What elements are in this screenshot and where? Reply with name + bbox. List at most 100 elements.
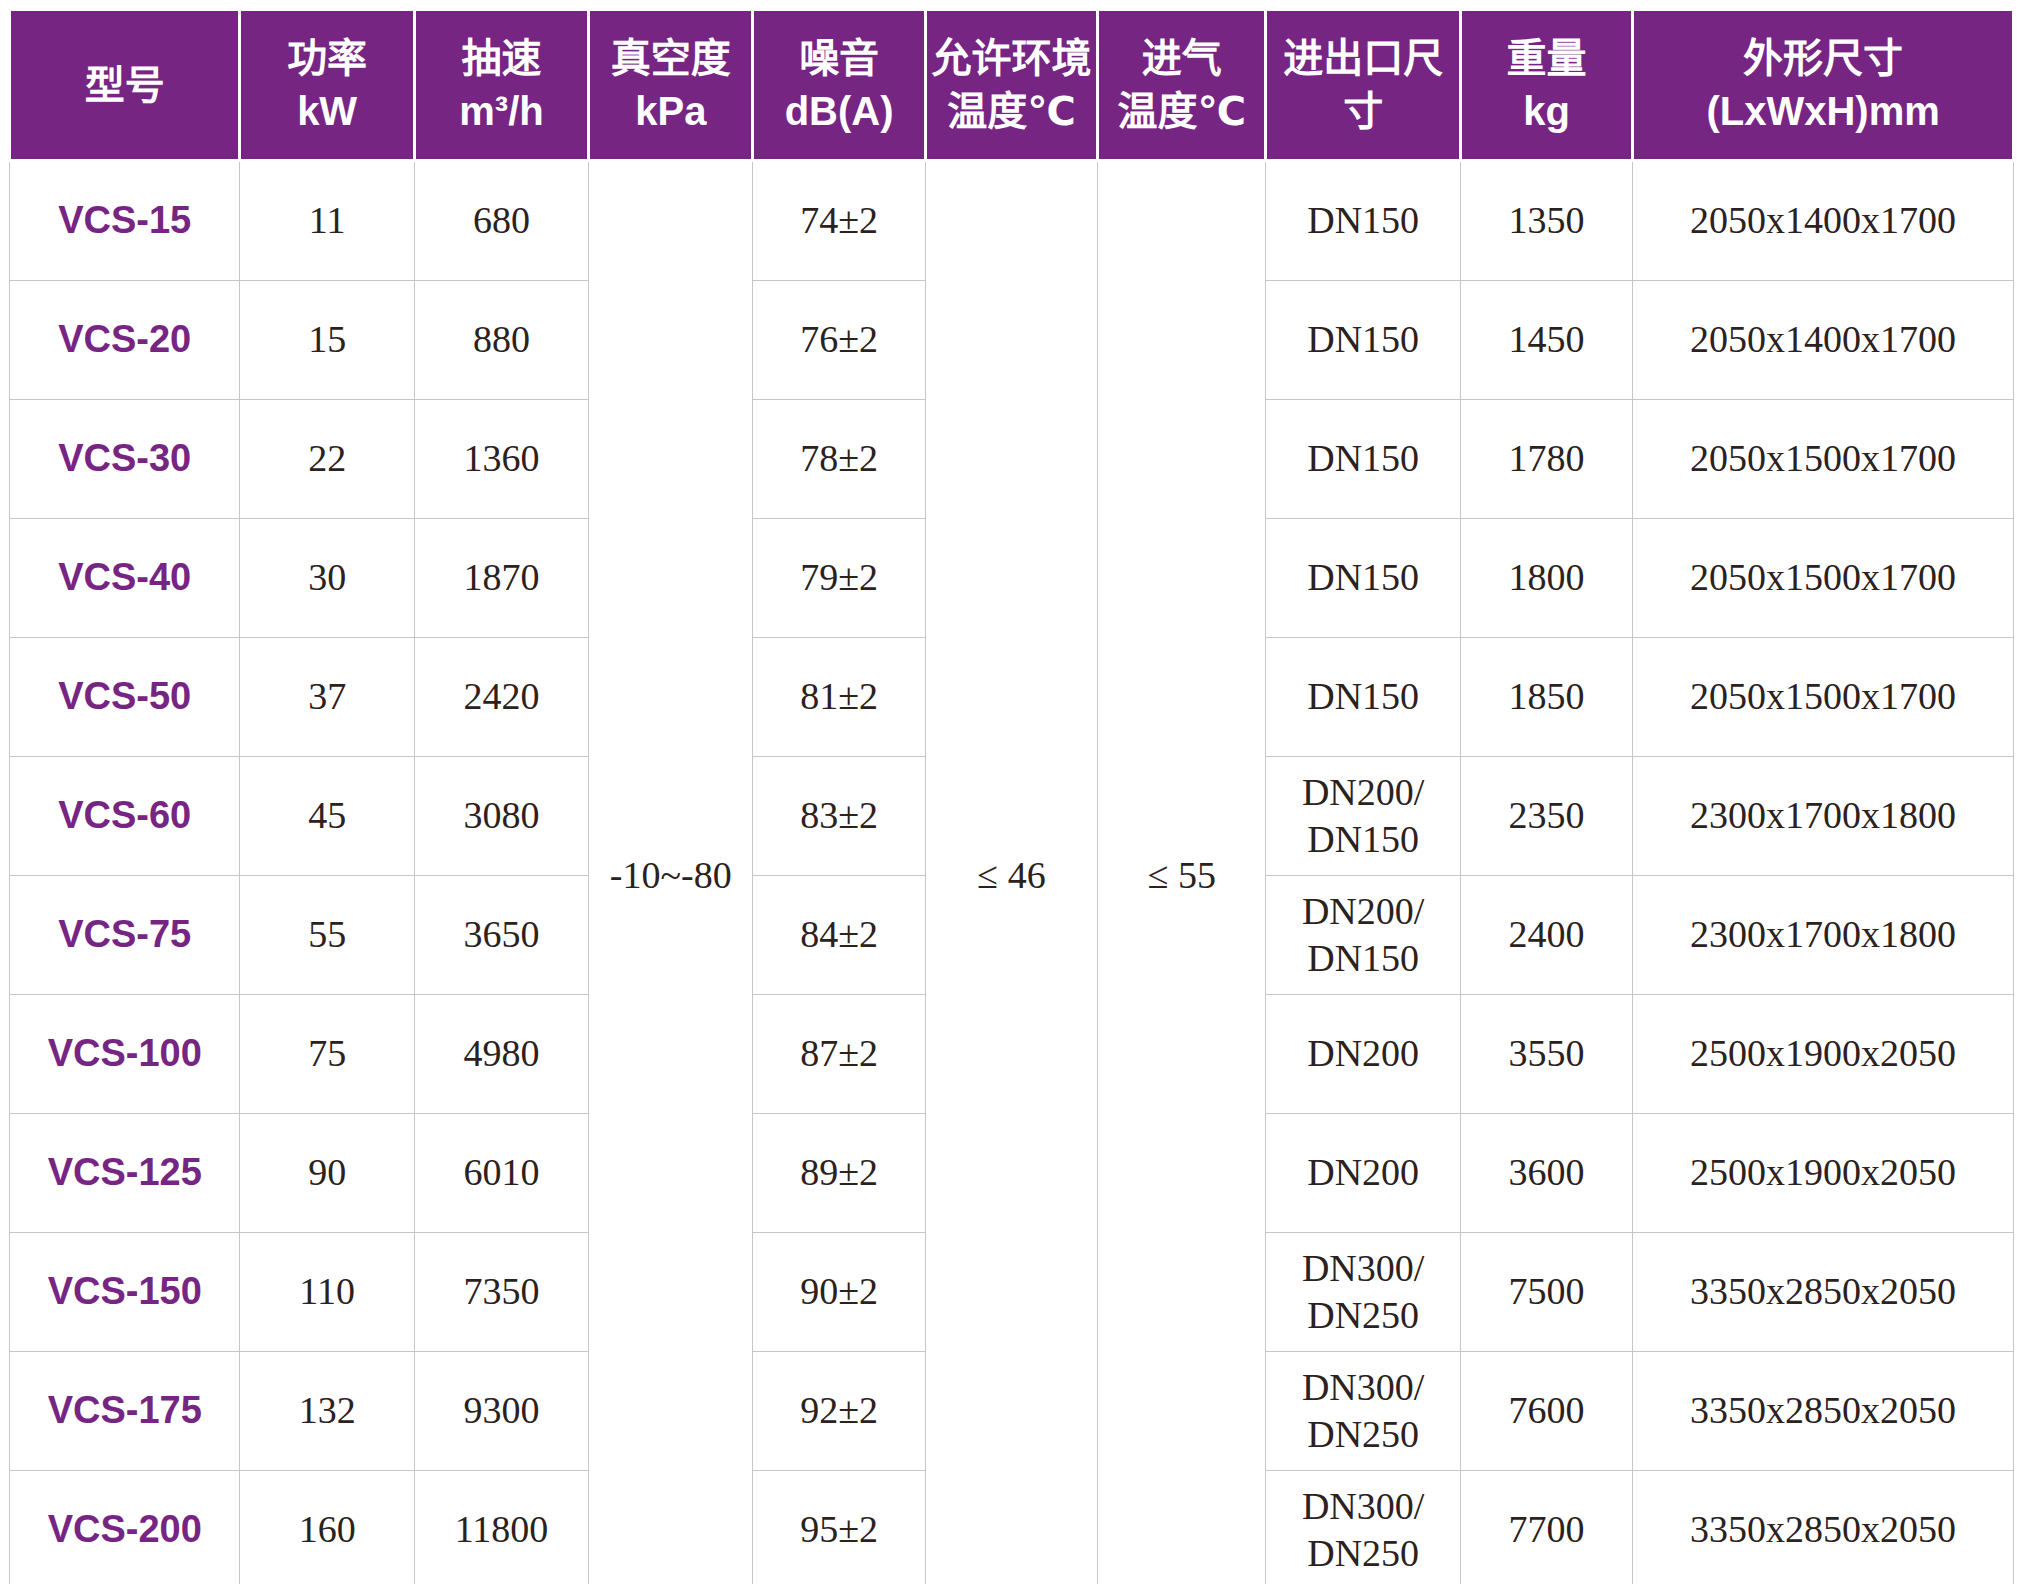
cell-model: VCS-20	[10, 281, 240, 400]
cell-model: VCS-125	[10, 1114, 240, 1233]
cell-speed: 1870	[414, 519, 588, 638]
cell-noise: 84±2	[753, 876, 925, 995]
col-header-model: 型号	[10, 10, 240, 161]
cell-ports: DN150	[1266, 281, 1460, 400]
col-header-intake: 进气 温度℃	[1098, 10, 1266, 161]
cell-speed: 680	[414, 161, 588, 281]
cell-model: VCS-15	[10, 161, 240, 281]
cell-dims: 2050x1500x1700	[1633, 519, 2014, 638]
cell-model: VCS-50	[10, 638, 240, 757]
spec-sheet-page: 型号 功率 kW 抽速 m³/h 真空度 kPa 噪音 dB(A) 允许环境 温…	[0, 0, 2023, 1584]
cell-dims: 2300x1700x1800	[1633, 876, 2014, 995]
cell-model: VCS-30	[10, 400, 240, 519]
cell-power: 45	[240, 757, 414, 876]
cell-noise: 89±2	[753, 1114, 925, 1233]
cell-power: 132	[240, 1352, 414, 1471]
col-header-dims: 外形尺寸 (LxWxH)mm	[1633, 10, 2014, 161]
cell-power: 55	[240, 876, 414, 995]
col-header-vacuum: 真空度 kPa	[589, 10, 753, 161]
cell-model: VCS-150	[10, 1233, 240, 1352]
cell-power: 11	[240, 161, 414, 281]
col-header-ambient: 允许环境 温度℃	[925, 10, 1097, 161]
cell-power: 75	[240, 995, 414, 1114]
cell-ports: DN150	[1266, 519, 1460, 638]
cell-weight: 7600	[1460, 1352, 1632, 1471]
cell-weight: 1350	[1460, 161, 1632, 281]
cell-dims: 3350x2850x2050	[1633, 1471, 2014, 1584]
cell-noise: 83±2	[753, 757, 925, 876]
cell-noise: 90±2	[753, 1233, 925, 1352]
cell-ports: DN300/ DN250	[1266, 1471, 1460, 1584]
cell-weight: 2350	[1460, 757, 1632, 876]
cell-ports: DN200	[1266, 1114, 1460, 1233]
cell-ambient-merged: ≤ 46	[925, 161, 1097, 1584]
cell-dims: 2050x1400x1700	[1633, 281, 2014, 400]
col-header-ports: 进出口尺 寸	[1266, 10, 1460, 161]
table-header: 型号 功率 kW 抽速 m³/h 真空度 kPa 噪音 dB(A) 允许环境 温…	[10, 10, 2014, 161]
cell-speed: 7350	[414, 1233, 588, 1352]
table-row: VCS-15 11 680 -10~-80 74±2 ≤ 46 ≤ 55 DN1…	[10, 161, 2014, 281]
cell-dims: 2050x1500x1700	[1633, 638, 2014, 757]
cell-model: VCS-40	[10, 519, 240, 638]
cell-weight: 3550	[1460, 995, 1632, 1114]
cell-ports: DN150	[1266, 400, 1460, 519]
cell-noise: 95±2	[753, 1471, 925, 1584]
spec-table: 型号 功率 kW 抽速 m³/h 真空度 kPa 噪音 dB(A) 允许环境 温…	[8, 8, 2015, 1584]
cell-speed: 9300	[414, 1352, 588, 1471]
cell-ports: DN300/ DN250	[1266, 1352, 1460, 1471]
cell-model: VCS-100	[10, 995, 240, 1114]
cell-dims: 2500x1900x2050	[1633, 1114, 2014, 1233]
header-row: 型号 功率 kW 抽速 m³/h 真空度 kPa 噪音 dB(A) 允许环境 温…	[10, 10, 2014, 161]
cell-speed: 4980	[414, 995, 588, 1114]
cell-ports: DN150	[1266, 161, 1460, 281]
cell-model: VCS-175	[10, 1352, 240, 1471]
cell-weight: 2400	[1460, 876, 1632, 995]
cell-dims: 2050x1400x1700	[1633, 161, 2014, 281]
cell-noise: 76±2	[753, 281, 925, 400]
cell-power: 160	[240, 1471, 414, 1584]
col-header-weight: 重量 kg	[1460, 10, 1632, 161]
cell-dims: 2500x1900x2050	[1633, 995, 2014, 1114]
cell-weight: 1850	[1460, 638, 1632, 757]
cell-weight: 1450	[1460, 281, 1632, 400]
table-body: VCS-15 11 680 -10~-80 74±2 ≤ 46 ≤ 55 DN1…	[10, 161, 2014, 1584]
cell-power: 90	[240, 1114, 414, 1233]
cell-weight: 7500	[1460, 1233, 1632, 1352]
cell-model: VCS-75	[10, 876, 240, 995]
cell-ports: DN200	[1266, 995, 1460, 1114]
cell-speed: 3080	[414, 757, 588, 876]
cell-noise: 78±2	[753, 400, 925, 519]
cell-model: VCS-200	[10, 1471, 240, 1584]
cell-intake-merged: ≤ 55	[1098, 161, 1266, 1584]
cell-dims: 2050x1500x1700	[1633, 400, 2014, 519]
cell-ports: DN200/ DN150	[1266, 876, 1460, 995]
cell-speed: 3650	[414, 876, 588, 995]
cell-dims: 2300x1700x1800	[1633, 757, 2014, 876]
cell-power: 15	[240, 281, 414, 400]
cell-weight: 1800	[1460, 519, 1632, 638]
cell-power: 30	[240, 519, 414, 638]
cell-power: 37	[240, 638, 414, 757]
cell-weight: 1780	[1460, 400, 1632, 519]
cell-dims: 3350x2850x2050	[1633, 1233, 2014, 1352]
col-header-speed: 抽速 m³/h	[414, 10, 588, 161]
cell-noise: 79±2	[753, 519, 925, 638]
col-header-noise: 噪音 dB(A)	[753, 10, 925, 161]
cell-ports: DN300/ DN250	[1266, 1233, 1460, 1352]
cell-power: 22	[240, 400, 414, 519]
cell-speed: 6010	[414, 1114, 588, 1233]
col-header-power: 功率 kW	[240, 10, 414, 161]
cell-noise: 74±2	[753, 161, 925, 281]
cell-weight: 3600	[1460, 1114, 1632, 1233]
cell-weight: 7700	[1460, 1471, 1632, 1584]
cell-ports: DN150	[1266, 638, 1460, 757]
cell-noise: 81±2	[753, 638, 925, 757]
cell-speed: 880	[414, 281, 588, 400]
cell-speed: 1360	[414, 400, 588, 519]
cell-ports: DN200/ DN150	[1266, 757, 1460, 876]
cell-noise: 92±2	[753, 1352, 925, 1471]
cell-speed: 11800	[414, 1471, 588, 1584]
cell-speed: 2420	[414, 638, 588, 757]
cell-noise: 87±2	[753, 995, 925, 1114]
cell-vacuum-merged: -10~-80	[589, 161, 753, 1584]
